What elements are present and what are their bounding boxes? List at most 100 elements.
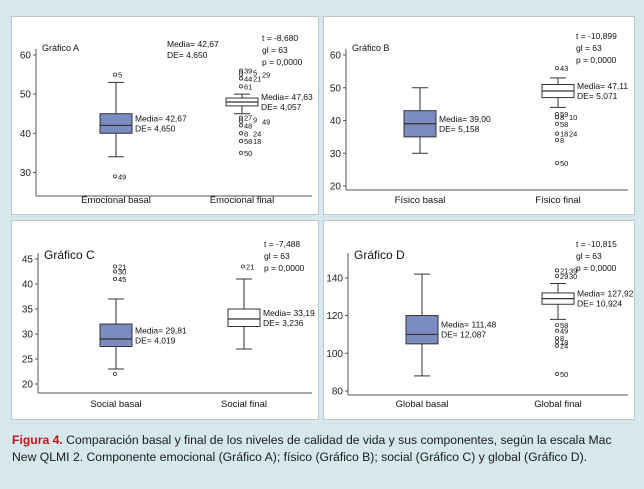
chart-title: Gráfico D xyxy=(354,248,405,262)
figure-caption: Figura 4. Comparación basal y final de l… xyxy=(12,432,636,466)
test-stat-text: p = 0,0000 xyxy=(576,55,617,65)
iqr-box xyxy=(99,323,133,347)
outlier-point xyxy=(554,131,559,136)
y-tick-label: 35 xyxy=(22,305,34,316)
outlier-label: 29 xyxy=(262,71,270,80)
outlier-label: 61 xyxy=(244,82,252,91)
test-stat-text: gl = 63 xyxy=(576,43,602,53)
outlier-point xyxy=(240,264,245,269)
outlier-label: 21 xyxy=(118,263,126,272)
outlier-label: 29 xyxy=(560,272,568,281)
outlier-label: 58 xyxy=(244,137,252,146)
outlier-point xyxy=(554,323,559,328)
test-stat-text: p = 0,0000 xyxy=(264,263,305,273)
y-tick-label: 40 xyxy=(330,116,342,127)
outlier-point xyxy=(238,139,243,144)
box-stat-text: Media= 39,00 xyxy=(439,114,491,124)
test-stat-text: t = -7,488 xyxy=(264,239,300,249)
caption-text: Comparación basal y final de los niveles… xyxy=(12,433,612,464)
outlier-label: 9 xyxy=(253,116,257,125)
outlier-label: 58 xyxy=(560,120,568,129)
outlier-point xyxy=(554,343,559,348)
y-tick-label: 60 xyxy=(20,51,32,62)
outlier-point xyxy=(238,131,243,136)
iqr-box xyxy=(227,308,261,327)
outlier-label: 18 xyxy=(253,137,261,146)
outlier-label: 50 xyxy=(560,159,568,168)
outlier-point xyxy=(554,372,559,377)
outlier-point xyxy=(554,161,559,166)
y-tick-label: 20 xyxy=(22,380,34,391)
outlier-point xyxy=(554,339,559,344)
outlier-point xyxy=(554,268,559,273)
outlier-label: 5 xyxy=(118,71,122,80)
outlier-label: 10 xyxy=(569,113,577,122)
y-tick-label: 30 xyxy=(22,330,34,341)
test-stat-text: gl = 63 xyxy=(262,45,288,55)
outlier-point xyxy=(113,264,118,269)
outlier-point xyxy=(113,72,118,77)
iqr-box xyxy=(99,113,133,134)
outlier-label: 39 xyxy=(244,67,252,76)
y-tick-label: 25 xyxy=(22,355,34,366)
outlier-point xyxy=(554,66,559,71)
outlier-label: 58 xyxy=(560,321,568,330)
outlier-label: 21 xyxy=(560,266,568,275)
outlier-label: 39 xyxy=(569,266,577,275)
outlier-label: 48 xyxy=(244,121,252,130)
test-stat-text: t = -10,899 xyxy=(576,31,617,41)
outlier-point xyxy=(554,336,559,341)
outlier-label: 50 xyxy=(560,370,568,379)
outlier-point xyxy=(238,84,243,89)
outlier-label: 8 xyxy=(244,129,248,138)
y-tick-label: 50 xyxy=(330,83,342,94)
category-label: Físico basal xyxy=(395,195,446,206)
outlier-label: 30 xyxy=(118,268,126,277)
box-stat-text: Media= 127,92 xyxy=(577,289,634,299)
outlier-label: 49 xyxy=(560,327,568,336)
test-stat-text: p = 0,0000 xyxy=(262,57,303,67)
outlier-point xyxy=(238,72,243,77)
outlier-label: 24 xyxy=(569,130,577,139)
outlier-point xyxy=(113,371,118,376)
outlier-point xyxy=(554,111,559,116)
category-label: Emocional final xyxy=(210,195,274,206)
outlier-label: 18 xyxy=(560,130,568,139)
chart-title: Gráfico A xyxy=(42,43,79,53)
y-tick-label: 140 xyxy=(326,273,343,284)
outlier-label: 27 xyxy=(244,114,252,123)
y-tick-label: 40 xyxy=(22,280,34,291)
test-stat-text: p = 0,0000 xyxy=(576,263,617,273)
box-stat-text: DE= 3,236 xyxy=(263,318,304,328)
chart-panel-d: Gráfico D 80 100 120 140 t = -10,815 gl = 63 p … xyxy=(323,220,635,420)
outlier-point xyxy=(238,123,243,128)
outlier-label: 59 xyxy=(560,110,568,119)
box-stat-text: Media= 47,11 xyxy=(577,81,628,91)
category-label: Físico final xyxy=(535,195,580,206)
box-stat-text: DE= 4,057 xyxy=(261,102,302,112)
outlier-label: 18 xyxy=(560,338,568,347)
chart-b-svg: Gráfico B 20 30 40 50 60 t = -10,899 gl = 63 p =… xyxy=(330,31,629,206)
outlier-label: 24 xyxy=(560,342,568,351)
y-tick-label: 100 xyxy=(326,349,343,360)
outlier-label: 45 xyxy=(118,275,126,284)
outlier-label: 44 xyxy=(244,74,252,83)
box-stat-text: Media= 42,67 xyxy=(135,114,187,124)
outlier-label: 21 xyxy=(253,74,261,83)
outlier-label: 21 xyxy=(246,263,254,272)
outlier-label: 49 xyxy=(262,118,270,127)
caption-label: Figura 4. xyxy=(12,433,63,447)
chart-d-svg: Gráfico D 80 100 120 140 t = -10,815 gl = 63 p … xyxy=(326,239,634,410)
outlier-label: 24 xyxy=(253,129,261,138)
y-tick-label: 45 xyxy=(22,255,34,266)
outlier-point xyxy=(238,119,243,124)
test-stat-text: gl = 63 xyxy=(576,251,602,261)
outlier-label: 30 xyxy=(569,272,577,281)
outlier-point xyxy=(554,138,559,143)
outlier-label: 8 xyxy=(560,136,564,145)
outlier-point xyxy=(554,121,559,126)
box-stat-text: DE= 4,019 xyxy=(135,335,176,345)
outlier-point xyxy=(554,115,559,120)
y-tick-label: 20 xyxy=(330,182,342,193)
